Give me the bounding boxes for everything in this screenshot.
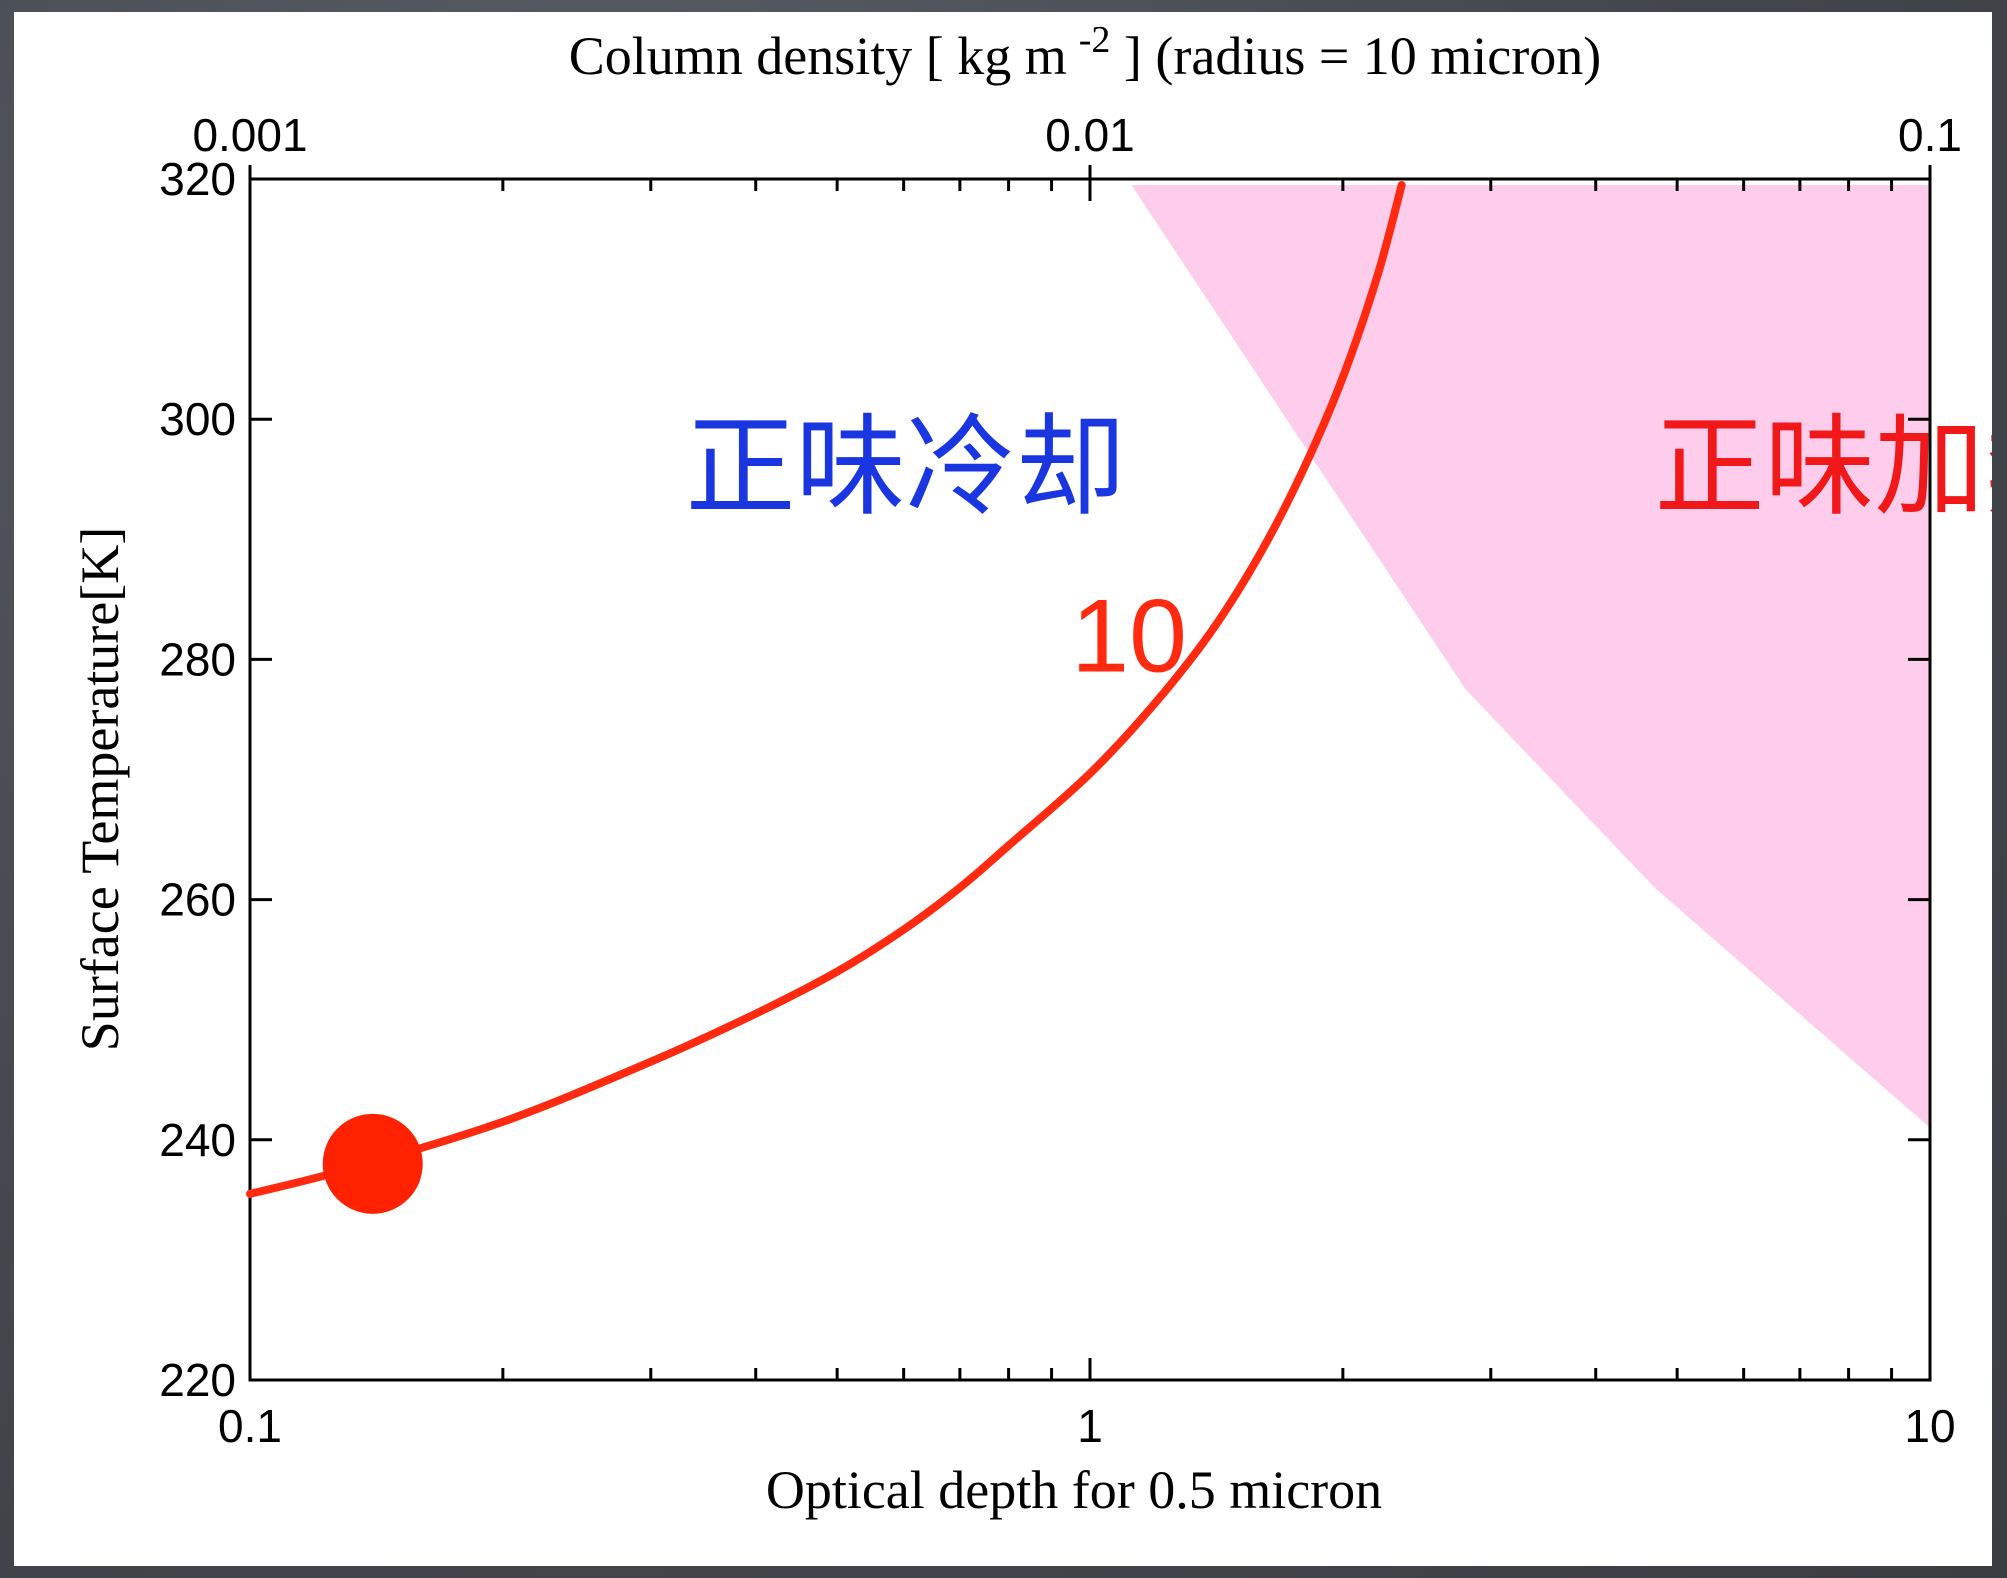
x2-axis-title-sup: -2 xyxy=(1079,19,1111,61)
y-tick-label: 220 xyxy=(159,1354,236,1406)
shaded-region xyxy=(1131,185,1930,1128)
x2-tick-labels: 0.001 0.01 0.1 xyxy=(192,109,1962,161)
y-tick-label: 300 xyxy=(159,393,236,445)
curve-label-10: 10 xyxy=(1071,578,1187,694)
x-tick-label: 10 xyxy=(1904,1400,1955,1452)
x-tick-labels: 0.1 1 10 xyxy=(218,1400,1956,1452)
chart: 0.1 1 10 0.001 0.01 0.1 220 240 260 280 300 320 正… xyxy=(70,19,1992,1520)
y-tick-labels: 220 240 260 280 300 320 xyxy=(159,153,236,1406)
y-tick-label: 280 xyxy=(159,633,236,685)
x2-tick-marks xyxy=(248,165,1932,179)
x2-tick-label: 0.1 xyxy=(1898,109,1962,161)
x2-tick-label: 0.001 xyxy=(192,109,307,161)
region-label-net-heating: 正味加熱 xyxy=(1655,403,1992,531)
x2-axis-title: Column density [ kg m -2 ] (radius = 10 m… xyxy=(569,19,1601,86)
x-tick-label: 1 xyxy=(1077,1400,1103,1452)
region-label-net-cooling: 正味冷却 xyxy=(686,403,1126,531)
x2-axis-title-suffix: ] (radius = 10 micron) xyxy=(1110,26,1601,86)
y-tick-label: 240 xyxy=(159,1114,236,1166)
y-tick-marks xyxy=(250,177,1930,1382)
x-tick-label: 0.1 xyxy=(218,1400,282,1452)
annotations: 正味冷却 正味加熱 10 xyxy=(686,403,1992,694)
x-tick-marks xyxy=(248,179,1932,1380)
x2-tick-label: 0.01 xyxy=(1045,109,1135,161)
x2-axis-title-main: Column density [ kg m xyxy=(569,26,1067,86)
y-tick-label: 260 xyxy=(159,874,236,926)
y-axis-title: Surface Temperature[K] xyxy=(70,527,130,1051)
y-tick-label: 320 xyxy=(159,153,236,205)
x-axis-title: Optical depth for 0.5 micron xyxy=(766,1460,1382,1520)
slide: 0.1 1 10 0.001 0.01 0.1 220 240 260 280 300 320 正… xyxy=(14,12,1992,1566)
series-line-10 xyxy=(246,181,1406,1198)
data-point-marker xyxy=(322,1113,423,1214)
